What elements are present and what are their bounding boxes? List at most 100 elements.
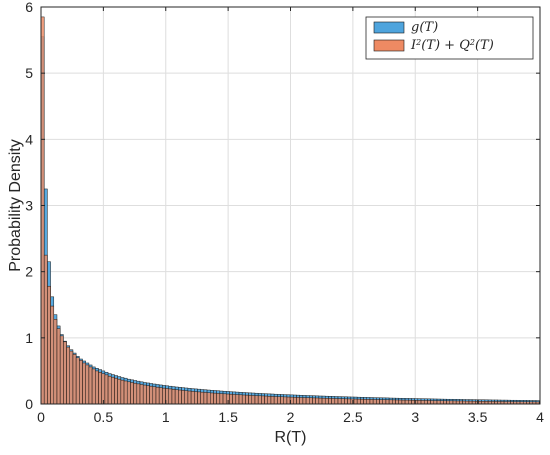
histogram-bar [168, 388, 173, 405]
histogram-bar [235, 394, 240, 405]
histogram-bar [331, 398, 336, 405]
histogram-bar [337, 398, 342, 405]
histogram-bar [360, 398, 364, 405]
histogram-bar [318, 397, 323, 405]
histogram-bar [353, 398, 358, 405]
histogram-bar [171, 389, 176, 405]
histogram-bar [379, 399, 383, 405]
histogram-bar [277, 396, 281, 405]
y-tick-label: 2 [25, 264, 33, 280]
histogram-bar [363, 399, 367, 405]
histogram-bar [321, 397, 326, 405]
histogram-bar [174, 389, 179, 405]
histogram-bar [155, 386, 160, 405]
legend: g(T) I2(T) + Q2(T) [365, 16, 534, 60]
y-tick-label: 1 [25, 330, 33, 346]
histogram-bar [382, 399, 387, 405]
histogram-bar [85, 364, 90, 405]
legend-entry-label: g(T) [411, 20, 438, 35]
x-tick-label: 1 [162, 409, 170, 425]
histogram-bar [283, 396, 288, 405]
histogram-bar [50, 305, 55, 405]
histogram-bar [251, 395, 256, 405]
histogram-bar [305, 397, 310, 405]
x-axis-label: R(T) [275, 429, 307, 446]
histogram-bar [280, 396, 284, 405]
histogram-bar [142, 384, 147, 405]
histogram-bar [111, 376, 115, 405]
histogram-bar [123, 380, 128, 405]
histogram-bar [63, 341, 67, 405]
histogram-bar [206, 392, 211, 405]
y-tick-label: 3 [25, 198, 33, 214]
histogram-bar [88, 366, 93, 405]
histogram-bar [229, 393, 233, 405]
histogram-bar [245, 394, 249, 405]
histogram-bar [59, 335, 64, 405]
histogram-bar [328, 398, 332, 405]
histogram-bar [257, 395, 262, 405]
y-tick-label: 0 [25, 396, 33, 412]
histogram-bar [430, 400, 435, 405]
histogram-bar [261, 395, 265, 405]
histogram-bar [385, 399, 390, 405]
histogram-bar [392, 399, 396, 405]
histogram-bar [411, 399, 415, 405]
histogram-bar [238, 394, 243, 405]
x-axis-ticks: 0 0.5 1 1.5 2 2.5 3 3.5 4 [37, 7, 544, 425]
histogram-bar [388, 399, 393, 405]
histogram-bar [72, 354, 77, 405]
histogram-bar [296, 397, 300, 405]
legend-swatch [373, 39, 405, 52]
histogram-bar [136, 383, 141, 405]
histogram-bar [66, 346, 70, 405]
histogram-bar [178, 389, 182, 405]
y-tick-label: 4 [25, 131, 33, 147]
histogram-bar [241, 394, 246, 405]
histogram-bar [376, 399, 380, 405]
histogram-bar [340, 398, 345, 405]
histogram-bar [98, 371, 102, 405]
histogram-bar [104, 374, 109, 405]
histogram-bar [79, 360, 83, 405]
histogram-bar [158, 387, 163, 405]
histogram-bar [273, 396, 278, 405]
x-tick-label: 0.5 [94, 409, 114, 425]
histogram-bar [356, 398, 361, 405]
x-tick-label: 3.5 [468, 409, 488, 425]
histogram-bar [107, 375, 112, 405]
histogram-bar [219, 393, 224, 405]
histogram-bar [91, 368, 96, 405]
histogram-bar [417, 400, 422, 405]
histogram-bar [213, 392, 217, 405]
histogram-bar [264, 395, 268, 405]
histogram-bar [286, 396, 291, 405]
histogram-bar [369, 399, 374, 405]
histogram-bar [408, 399, 412, 405]
histogram-bar [299, 397, 304, 405]
histogram-bar [420, 400, 425, 405]
histogram-bar [309, 397, 313, 405]
histogram-bar [190, 391, 195, 405]
histogram-bar [222, 393, 227, 405]
histogram-bar [114, 377, 118, 405]
histogram-bar [436, 400, 441, 405]
histogram-bar [149, 385, 154, 405]
legend-swatch [373, 21, 405, 34]
histogram-bar [162, 387, 166, 405]
histogram-bar [334, 398, 339, 405]
histogram-bar [423, 400, 428, 405]
histogram-bar [126, 381, 131, 405]
histogram-bar [401, 399, 406, 405]
x-tick-label: 2 [287, 409, 295, 425]
histogram-bar [75, 357, 80, 405]
histogram-bar [117, 378, 122, 405]
histogram-bar [43, 254, 48, 405]
histogram-bar [232, 394, 237, 405]
x-tick-label: 2.5 [343, 409, 363, 425]
histogram-bar [56, 328, 61, 405]
histogram-bar [146, 385, 150, 405]
x-tick-label: 0 [37, 409, 45, 425]
y-tick-label: 5 [25, 65, 33, 81]
